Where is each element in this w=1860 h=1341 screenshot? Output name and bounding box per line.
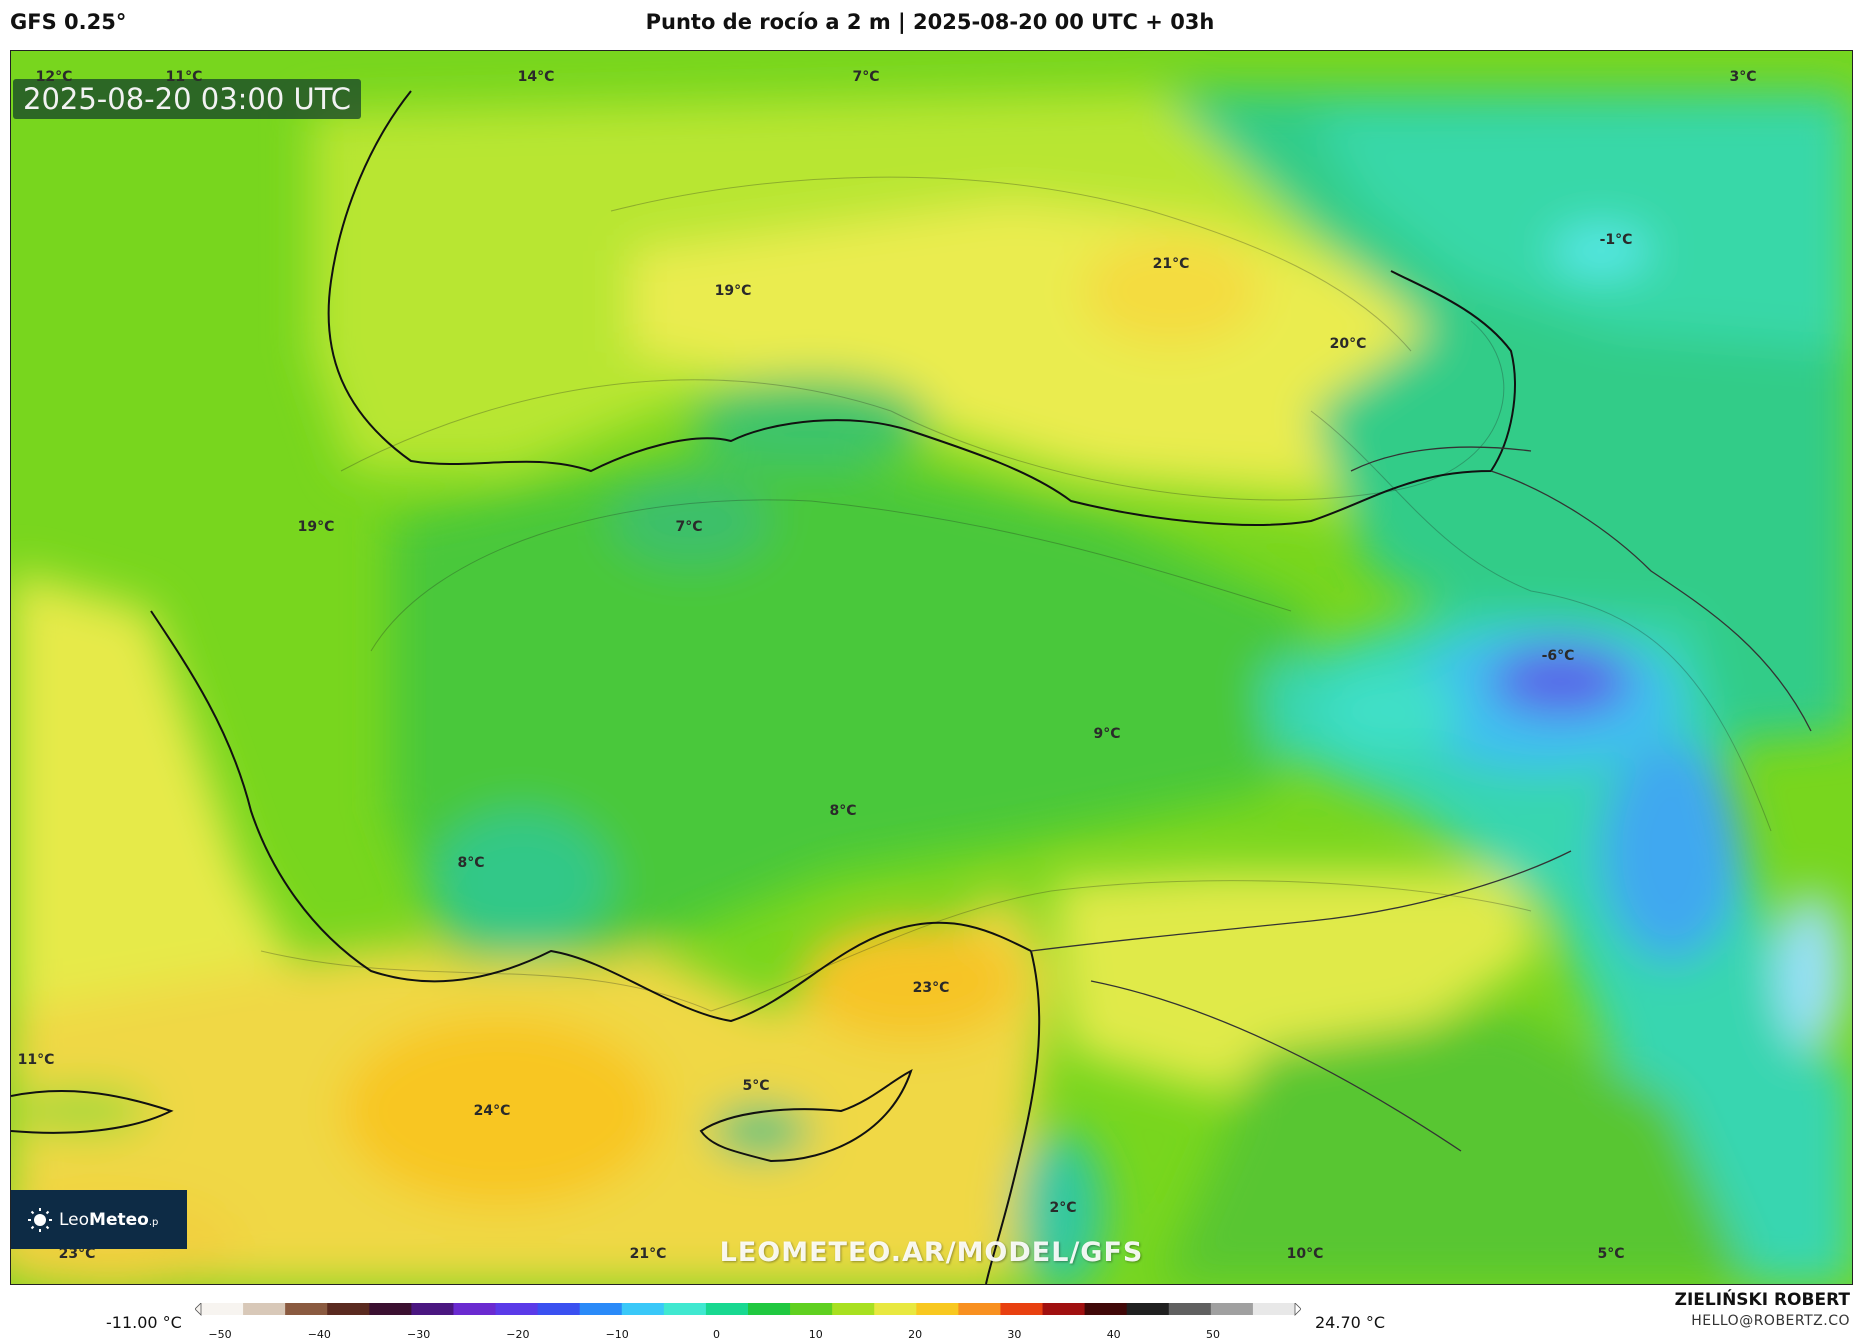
colorbar-cell [1168,1303,1212,1315]
map-canvas [11,51,1852,1284]
colorbar-tick-label: −30 [406,1328,431,1341]
temp-label: 12°C [35,69,73,85]
colorbar-cell [201,1303,244,1315]
coastlines [11,90,1516,1284]
min-value: -11.00 °C [106,1313,182,1332]
sun-icon [28,1207,52,1232]
colorbar-tick-label: 10 [808,1328,823,1341]
colorbar-tick-label: 50 [1206,1328,1220,1341]
colorbar-cell [1252,1303,1296,1315]
colorbar-cell [705,1303,749,1315]
colorbar-tick-label: −40 [307,1328,331,1341]
chart-title: Punto de rocío a 2 m | 2025-08-20 00 UTC… [645,10,1215,34]
leometeo-logo: LeoMeteo.p [11,1190,187,1249]
colorbar-cell [1084,1303,1128,1315]
colorbar-cell [874,1303,917,1315]
colorbar [195,1303,1301,1316]
colorbar-cell [285,1303,328,1315]
temp-label: 8°C [457,855,485,871]
temp-label: 14°C [517,69,555,85]
colorbar-tick-label: −10 [605,1328,629,1341]
logo-text: LeoMeteo.p [59,1209,159,1230]
colorbar-cell [453,1303,497,1315]
colorbar-cells [201,1303,1296,1315]
temp-label: 11°C [165,69,203,85]
model-label: GFS 0.25° [10,10,127,34]
temp-label: 24°C [473,1103,511,1119]
colorbar-cell [411,1303,454,1315]
colorbar-cell [579,1303,623,1315]
temp-label: -1°C [1599,232,1633,248]
temp-label: 2°C [1049,1200,1077,1216]
colorbar-cell [1042,1303,1086,1315]
colorbar-tick-label: 30 [1007,1328,1022,1341]
watermark-url: LEOMETEO.AR/MODEL/GFS [719,1237,1144,1268]
colorbar-cell [369,1303,412,1315]
temp-label: 8°C [829,803,857,819]
temp-label: 5°C [742,1078,770,1094]
colorbar-cell [748,1303,791,1315]
author-email[interactable]: HELLO@ROBERTZ.CO [1691,1313,1850,1329]
colorbar-low-arrow [195,1303,202,1316]
colorbar-tick-label: −20 [506,1328,530,1341]
colorbar-cell [327,1303,370,1315]
colorbar-cell [243,1303,286,1315]
temp-label: 19°C [714,283,752,299]
colorbar-cell [1000,1303,1044,1315]
temp-label: 10°C [1286,1246,1324,1262]
colorbar-cell [916,1303,959,1315]
colorbar-tick-label: 0 [713,1328,720,1341]
colorbar-tick-label: −50 [208,1328,232,1341]
colorbar-cell [1210,1303,1254,1315]
colorbar-cell [790,1303,833,1315]
colorbar-cell [832,1303,875,1315]
temp-label: 9°C [1093,726,1121,742]
temp-label: 7°C [675,519,703,535]
colorbar-cell [621,1303,665,1315]
colorbar-tick-label: 20 [908,1328,923,1341]
temp-label: 21°C [1152,256,1190,272]
temp-label: 3°C [1729,69,1757,85]
temp-label: 19°C [297,519,335,535]
colorbar-cell [1126,1303,1170,1315]
max-value: 24.70 °C [1315,1313,1386,1332]
temp-label: 21°C [629,1246,667,1262]
colorbar-cell [537,1303,581,1315]
colorbar-high-arrow [1294,1303,1301,1316]
author-name: ZIELIŃSKI ROBERT [1674,1290,1850,1310]
valid-time-badge: 2025-08-20 03:00 UTC [13,79,362,119]
dewpoint-map[interactable]: 2025-08-20 03:00 UTC 12°C 11°C 14°C 7°C … [10,50,1853,1285]
colorbar-cell [495,1303,539,1315]
temp-label: 11°C [17,1052,55,1068]
temp-label: 5°C [1597,1246,1625,1262]
colorbar-cell [958,1303,1001,1315]
temp-label: 20°C [1329,336,1367,352]
temp-label: 23°C [912,980,950,996]
colorbar-tick-label: 40 [1106,1328,1121,1341]
temp-label: 23°C [58,1246,96,1262]
temp-label: -6°C [1541,648,1575,664]
colorbar-cell [663,1303,707,1315]
colorbar-legend: -11.00 °C −50 −40 −30 −20 −10 0 10 20 30 40 50 24.… [0,1295,1860,1341]
temp-label: 7°C [852,69,880,85]
borders [1030,446,1812,1152]
